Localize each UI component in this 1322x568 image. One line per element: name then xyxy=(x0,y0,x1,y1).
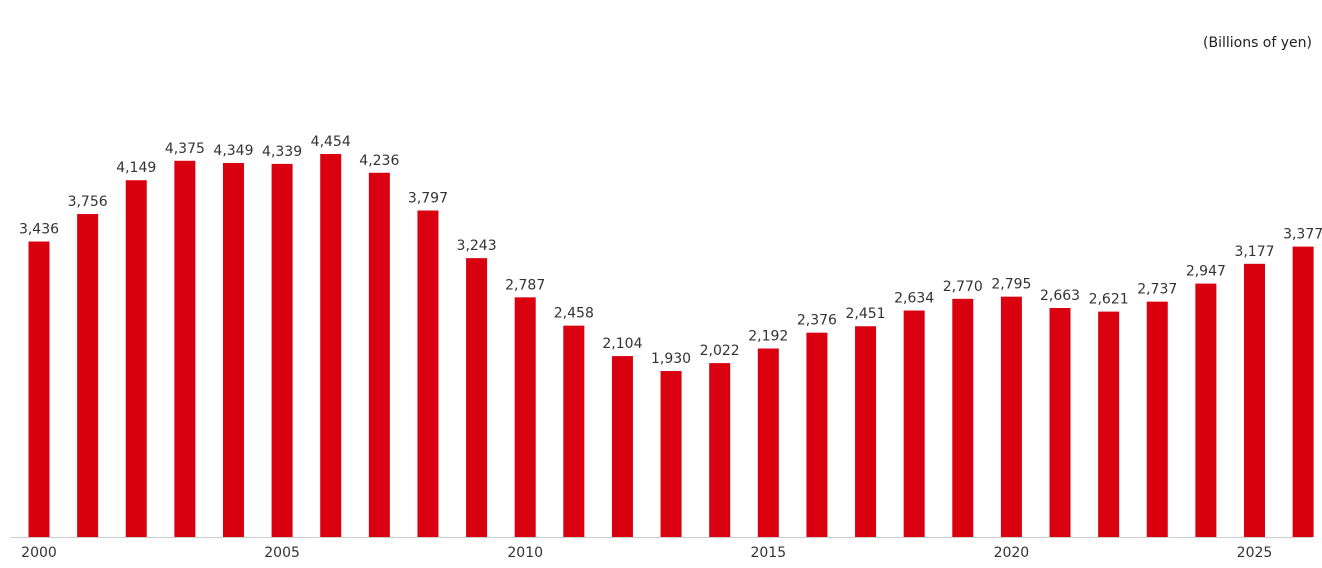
data-label-2008: 3,797 xyxy=(408,191,448,207)
data-label-2018: 2,634 xyxy=(894,291,934,307)
data-label-2022: 2,621 xyxy=(1089,292,1129,308)
bar-2009 xyxy=(466,258,488,537)
data-label-2010: 2,787 xyxy=(505,277,545,293)
bar-2006 xyxy=(320,154,342,537)
data-label-2007: 4,236 xyxy=(359,153,399,169)
data-label-2009: 3,243 xyxy=(457,238,497,254)
bar-2021 xyxy=(1049,308,1071,537)
bar-2012 xyxy=(611,356,633,537)
bars-group xyxy=(28,154,1314,538)
data-label-2020: 2,795 xyxy=(991,277,1031,293)
bar-2024 xyxy=(1195,283,1217,537)
data-label-2001: 3,756 xyxy=(68,194,108,210)
bar-2002 xyxy=(125,180,147,538)
bar-2010 xyxy=(514,297,536,537)
data-label-2004: 4,349 xyxy=(213,143,253,159)
data-label-2025: 3,177 xyxy=(1234,244,1274,260)
bar-2008 xyxy=(417,210,439,537)
bar-2019 xyxy=(952,298,974,537)
data-label-2005: 4,339 xyxy=(262,144,302,160)
bar-2022 xyxy=(1098,311,1120,537)
bar-2026 xyxy=(1292,246,1314,538)
bar-2025 xyxy=(1244,263,1265,537)
data-label-2023: 2,737 xyxy=(1137,282,1177,298)
bar-2000 xyxy=(28,241,50,538)
data-label-2019: 2,770 xyxy=(943,279,983,295)
bar-2015 xyxy=(757,348,779,537)
x-tick-label-2005: 2005 xyxy=(264,545,300,561)
bar-2023 xyxy=(1146,301,1168,537)
bar-2001 xyxy=(77,214,99,537)
data-label-2012: 2,104 xyxy=(602,336,642,352)
data-label-2013: 1,930 xyxy=(651,351,691,367)
bar-2017 xyxy=(855,326,877,537)
data-label-2011: 2,458 xyxy=(554,306,594,322)
bar-2004 xyxy=(222,163,244,537)
data-label-2006: 4,454 xyxy=(311,134,351,150)
x-tick-label-2025: 2025 xyxy=(1237,545,1273,561)
bar-2016 xyxy=(806,332,828,537)
data-label-2002: 4,149 xyxy=(116,160,156,176)
x-tick-labels-group: 2000 2005 2010 2015 2020 2025 xyxy=(21,545,1272,561)
bar-2020 xyxy=(1000,296,1022,537)
data-labels-group: 3,436 3,756 4,149 4,375 4,349 4,339 4,454 4,236… xyxy=(19,134,1322,367)
data-label-2024: 2,947 xyxy=(1186,264,1226,280)
data-label-2021: 2,663 xyxy=(1040,288,1080,304)
bar-2011 xyxy=(563,325,585,537)
unit-label: (Billions of yen) xyxy=(1203,35,1312,51)
bar-2007 xyxy=(368,172,390,537)
bar-2014 xyxy=(709,363,731,537)
bar-2003 xyxy=(174,160,196,538)
bar-2005 xyxy=(271,163,293,537)
x-tick-label-2010: 2010 xyxy=(507,545,543,561)
data-label-2003: 4,375 xyxy=(165,141,205,157)
data-label-2026: 3,377 xyxy=(1283,227,1322,243)
bar-2018 xyxy=(903,310,925,537)
x-tick-label-2015: 2015 xyxy=(750,545,786,561)
bar-2013 xyxy=(660,371,682,537)
data-label-2016: 2,376 xyxy=(797,313,837,329)
x-tick-label-2020: 2020 xyxy=(994,545,1030,561)
data-label-2014: 2,022 xyxy=(700,343,740,359)
data-label-2000: 3,436 xyxy=(19,222,59,238)
data-label-2015: 2,192 xyxy=(748,329,788,345)
x-tick-label-2000: 2000 xyxy=(21,545,57,561)
data-label-2017: 2,451 xyxy=(845,306,885,322)
